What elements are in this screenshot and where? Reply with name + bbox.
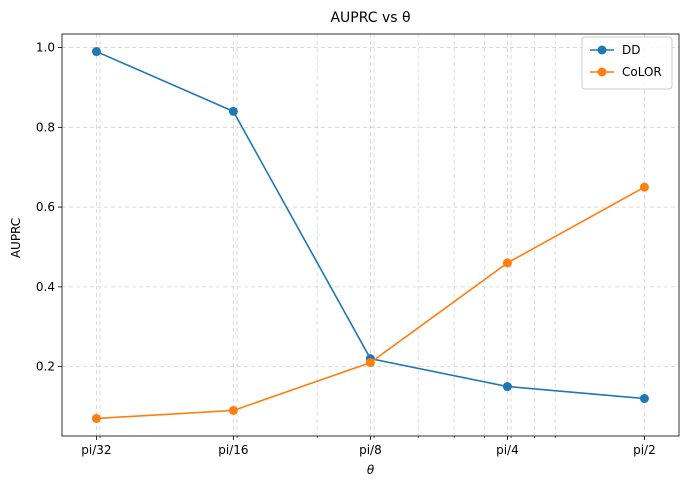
legend-marker-dd <box>597 45 607 55</box>
x-tick-label: pi/2 <box>633 443 656 457</box>
y-axis-title: AUPRC <box>9 218 23 258</box>
data-point-color <box>91 413 101 423</box>
chart-title: AUPRC vs θ <box>330 10 410 26</box>
legend-label-dd: DD <box>622 43 640 57</box>
legend-label-color: CoLOR <box>622 65 662 79</box>
data-point-color <box>228 405 238 415</box>
x-tick-label: pi/8 <box>359 443 382 457</box>
x-tick-label: pi/16 <box>218 443 248 457</box>
y-tick-label: 0.4 <box>36 280 55 294</box>
data-point-color <box>639 182 649 192</box>
data-point-dd <box>502 382 512 392</box>
y-tick-label: 0.6 <box>36 200 55 214</box>
y-tick-label: 0.2 <box>36 360 55 374</box>
tick-labels: pi/32 pi/16 pi/8 pi/4 pi/2 0.2 0.4 0.6 0.8 1.0 <box>36 41 656 457</box>
plot-frame <box>61 33 680 437</box>
x-tick-label: pi/32 <box>81 443 111 457</box>
x-axis-title: θ <box>367 463 375 477</box>
axes <box>58 33 680 440</box>
data-point-color <box>365 358 375 368</box>
data-point-dd <box>91 47 101 57</box>
legend: DD CoLOR <box>581 36 673 90</box>
y-tick-label: 1.0 <box>36 41 55 55</box>
series-layer <box>91 47 649 423</box>
x-tick-label: pi/4 <box>496 443 519 457</box>
data-point-dd <box>228 106 238 116</box>
data-point-color <box>502 258 512 268</box>
grid <box>62 34 679 436</box>
y-tick-label: 0.8 <box>36 120 55 134</box>
legend-marker-color <box>597 67 607 77</box>
data-point-dd <box>639 394 649 404</box>
